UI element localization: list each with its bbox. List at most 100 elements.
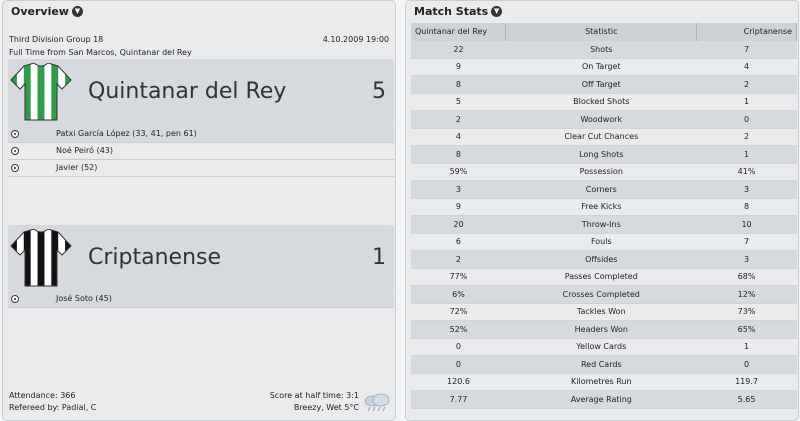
stats-row: 22 Shots 7 [411,40,797,59]
stat-away-value: 7 [696,233,797,251]
stats-row: 0 Red Cards 0 [411,355,797,374]
away-team-name[interactable]: Criptanense [88,245,222,270]
match-date: 4.10.2009 19:00 [322,35,389,44]
stat-away-value: 2 [696,128,797,146]
stat-label: Passes Completed [505,268,697,286]
scorer-name: Javier (52) [56,163,98,172]
home-team-name[interactable]: Quintanar del Rey [88,79,287,104]
scorer-row[interactable]: Patxi García López (33, 41, pen 61) [8,126,394,143]
stat-label: Average Rating [505,390,697,409]
ball-icon [11,147,19,155]
scorer-name: José Soto (45) [56,294,112,303]
stat-label: Yellow Cards [505,338,697,356]
stat-label: Tackles Won [505,303,697,321]
stat-home-value: 5 [411,93,506,111]
attendance-label: Attendance: 366 [9,391,76,400]
stat-home-value: 22 [411,40,506,59]
stat-label: Blocked Shots [505,93,697,111]
stat-label: Throw-Ins [505,215,697,234]
away-shirt-icon [10,229,72,287]
stat-away-value: 1 [696,145,797,164]
column-header-statistic[interactable]: Statistic [505,23,698,41]
stat-home-value: 59% [411,163,506,181]
stat-away-value: 73% [696,303,797,321]
stat-home-value: 6 [411,233,506,251]
stat-home-value: 8 [411,75,506,94]
home-team-block[interactable]: Quintanar del Rey 5 [8,59,394,126]
stat-home-value: 7.77 [411,390,506,409]
stat-away-value: 0 [696,355,797,374]
stat-home-value: 2 [411,110,506,129]
stat-home-value: 4 [411,128,506,146]
match-stats-panel: Match Stats ▼ Quintanar del Rey Statisti… [405,0,799,421]
stat-home-value: 120.6 [411,373,506,391]
ball-icon [11,295,19,303]
stats-row: 120.6 Kilometres Run 119.7 [411,373,797,391]
stats-row: 2 Woodwork 0 [411,110,797,129]
scorer-row[interactable]: José Soto (45) [8,291,394,308]
stat-label: Off Target [505,75,697,94]
home-shirt-icon [10,63,72,121]
stats-row: 6% Crosses Completed 12% [411,285,797,304]
chevron-down-icon[interactable]: ▼ [491,6,503,17]
stats-row: 6 Fouls 7 [411,233,797,251]
stat-label: Free Kicks [505,198,697,216]
stat-away-value: 8 [696,198,797,216]
stats-row: 77% Passes Completed 68% [411,268,797,286]
stat-home-value: 72% [411,303,506,321]
stats-row: 72% Tackles Won 73% [411,303,797,321]
venue-line: Full Time from San Marcos, Quintanar del… [9,48,192,57]
stats-row: 59% Possession 41% [411,163,797,181]
stat-away-value: 1 [696,338,797,356]
stat-home-value: 77% [411,268,506,286]
stat-label: Headers Won [505,320,697,339]
stat-away-value: 0 [696,110,797,129]
column-header-home[interactable]: Quintanar del Rey [411,23,507,41]
match-stats-header[interactable]: Match Stats ▼ [414,5,503,18]
stat-label: Crosses Completed [505,285,697,304]
overview-title: Overview [11,5,69,18]
stats-row: 4 Clear Cut Chances 2 [411,128,797,146]
stats-row: 9 Free Kicks 8 [411,198,797,216]
scorer-name: Patxi García López (33, 41, pen 61) [56,129,197,138]
stats-row: 0 Yellow Cards 1 [411,338,797,356]
stat-home-value: 20 [411,215,506,234]
stats-row: 3 Corners 3 [411,180,797,199]
stat-away-value: 41% [696,163,797,181]
stats-row: 52% Headers Won 65% [411,320,797,339]
stat-away-value: 4 [696,58,797,76]
stat-home-value: 0 [411,338,506,356]
column-header-away[interactable]: Criptanense [696,23,797,41]
home-team-score: 5 [372,79,386,104]
stats-row: 2 Offsides 3 [411,250,797,269]
stat-label: Possession [505,163,697,181]
chevron-down-icon[interactable]: ▼ [71,6,83,17]
stats-row: 8 Long Shots 1 [411,145,797,164]
stat-away-value: 12% [696,285,797,304]
stat-label: Fouls [505,233,697,251]
stat-label: Red Cards [505,355,697,374]
overview-header[interactable]: Overview ▼ [11,5,83,18]
scorer-row[interactable]: Javier (52) [8,160,394,177]
stat-label: Woodwork [505,110,697,129]
stat-home-value: 3 [411,180,506,199]
stat-away-value: 7 [696,40,797,59]
stat-home-value: 2 [411,250,506,269]
away-team-score: 1 [372,245,386,270]
rain-cloud-icon [364,393,390,412]
stat-away-value: 119.7 [696,373,797,391]
stat-label: Shots [505,40,697,59]
away-team-block[interactable]: Criptanense 1 [8,225,394,291]
stats-table: Quintanar del Rey Statistic Criptanense … [411,23,797,409]
stat-home-value: 6% [411,285,506,304]
scorer-row[interactable]: Noé Peiró (43) [8,143,394,160]
stat-label: Offsides [505,250,697,269]
stat-away-value: 68% [696,268,797,286]
stat-label: Clear Cut Chances [505,128,697,146]
weather-label: Breezy, Wet 5°C [293,403,359,412]
competition-label: Third Division Group 18 [9,35,104,44]
stat-away-value: 5.65 [696,390,797,409]
match-stats-title: Match Stats [414,5,489,18]
stats-row: 9 On Target 4 [411,58,797,76]
half-time-score: Score at half time: 3:1 [269,391,359,400]
